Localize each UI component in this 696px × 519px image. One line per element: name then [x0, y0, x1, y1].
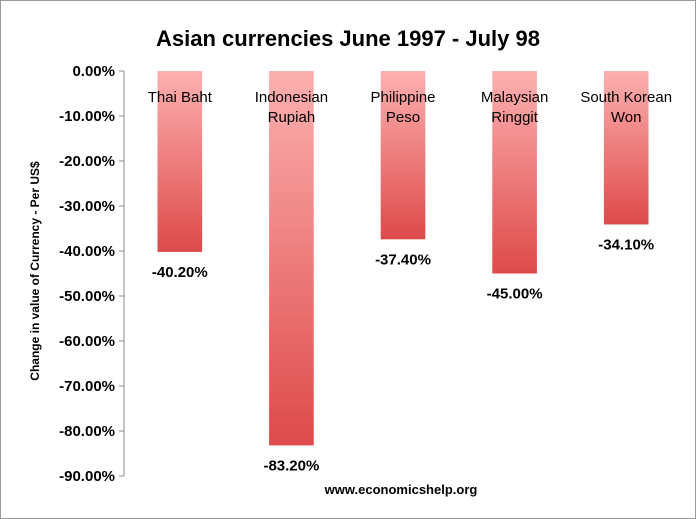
bar	[269, 71, 314, 446]
bar	[492, 71, 537, 274]
y-tick-label: -50.00%	[59, 288, 115, 305]
bar-labels: Thai Baht -40.20% Indonesian Rupiah -83.20% P…	[148, 89, 672, 474]
y-tick-label: 0.00%	[72, 63, 115, 80]
y-tick-label: -60.00%	[59, 333, 115, 350]
chart-title: Asian currencies June 1997 - July 98	[156, 26, 540, 51]
bars	[157, 71, 649, 446]
data-label: -37.40%	[375, 251, 431, 268]
bar	[603, 71, 649, 225]
y-tick-label: -70.00%	[59, 378, 115, 395]
category-label: Won	[611, 109, 642, 126]
y-tick-label: -20.00%	[59, 153, 115, 170]
data-label: -45.00%	[487, 286, 543, 303]
y-axis-label: Change in value of Currency - Per US$	[28, 161, 42, 381]
category-label: Ringgit	[491, 109, 539, 126]
category-label: Malaysian	[481, 89, 549, 106]
category-label: Philippine	[370, 89, 435, 106]
category-label: Thai Baht	[148, 89, 213, 106]
data-label: -34.10%	[598, 236, 654, 253]
category-label: Peso	[386, 109, 420, 126]
data-label: -40.20%	[152, 264, 208, 281]
bar	[380, 71, 426, 240]
source-credit: www.economicshelp.org	[324, 482, 478, 497]
y-tick-label: -90.00%	[59, 468, 115, 485]
y-tick-label: -10.00%	[59, 108, 115, 125]
category-label: South Korean	[580, 89, 672, 106]
bar	[157, 71, 203, 252]
category-label: Indonesian	[255, 89, 328, 106]
category-label: Rupiah	[268, 109, 316, 126]
data-label: -83.20%	[263, 457, 319, 474]
y-axis: 0.00% -10.00% -20.00% -30.00% -40.00% -50.00%…	[59, 63, 125, 485]
y-tick-label: -30.00%	[59, 198, 115, 215]
y-tick-label: -80.00%	[59, 423, 115, 440]
y-tick-label: -40.00%	[59, 243, 115, 260]
